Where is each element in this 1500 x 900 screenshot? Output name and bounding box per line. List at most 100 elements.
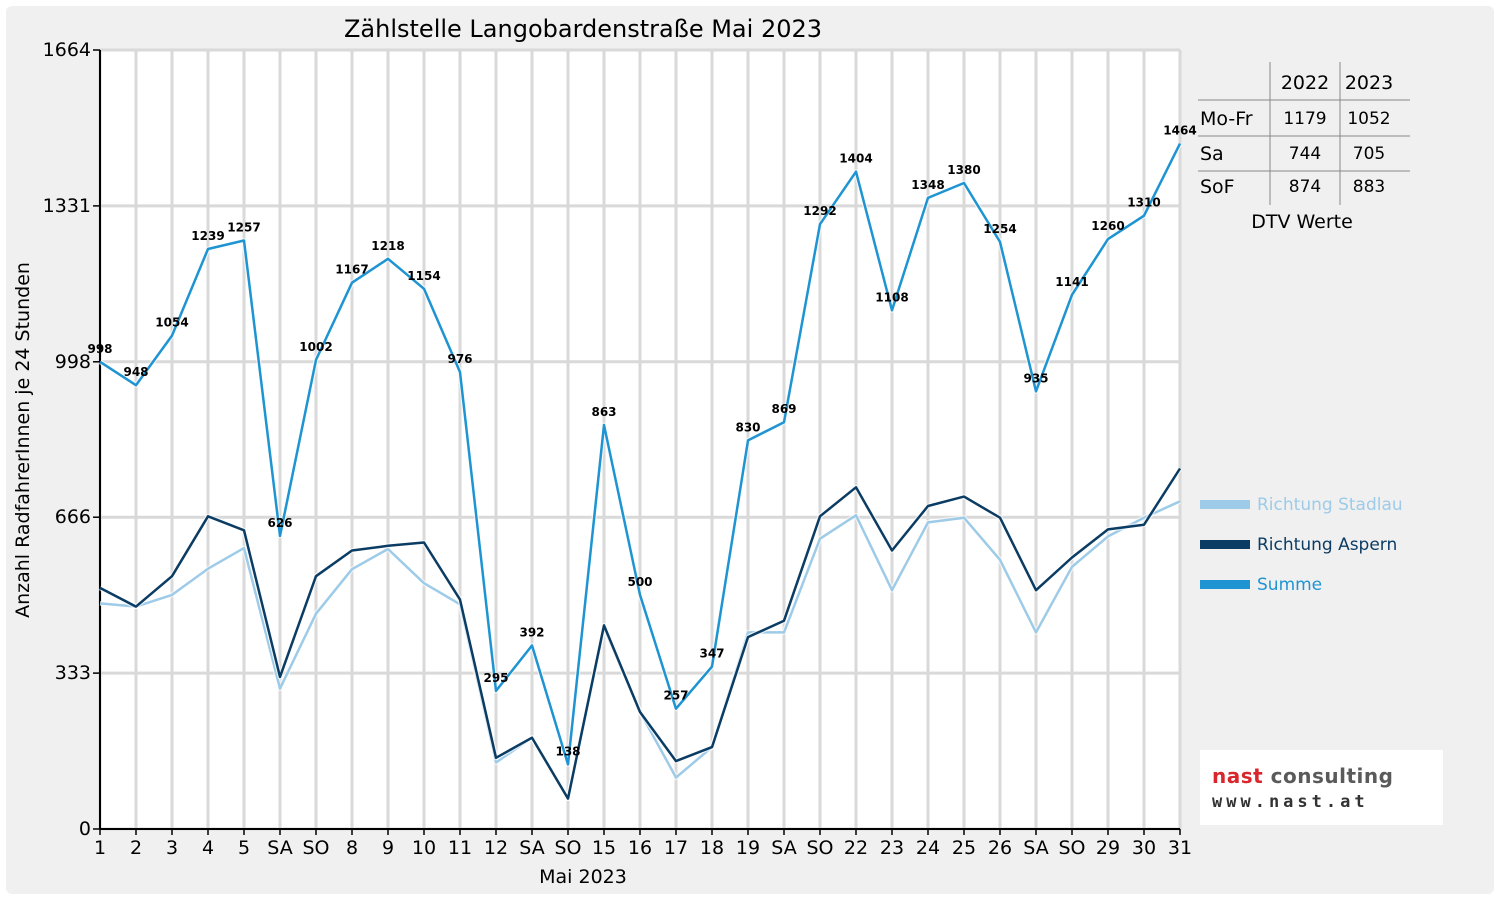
dtv-value: 705	[1353, 144, 1385, 164]
legend-swatch-aspern	[1200, 540, 1250, 549]
legend-swatch-summe	[1200, 580, 1250, 589]
legend-label-stadlau: Richtung Stadlau	[1257, 495, 1403, 515]
data-label: 1310	[1127, 196, 1160, 210]
x-tick-label: 8	[346, 837, 358, 859]
x-tick-label: 23	[880, 837, 904, 859]
x-tick-label: SA	[519, 837, 544, 859]
dtv-row-label: Sa	[1200, 143, 1224, 165]
dtv-value: 1052	[1347, 109, 1390, 129]
x-tick-label: 15	[592, 837, 616, 859]
dtv-row-label: Mo-Fr	[1200, 108, 1253, 130]
legend-swatch-stadlau	[1200, 500, 1250, 509]
chart-title: Zählstelle Langobardenstraße Mai 2023	[344, 15, 822, 43]
data-label: 830	[735, 420, 760, 434]
data-label: 863	[591, 405, 616, 419]
x-tick-label: SO	[806, 837, 833, 859]
y-tick-label: 0	[79, 818, 91, 840]
x-tick-label: 17	[664, 837, 688, 859]
y-tick-label: 998	[55, 351, 91, 373]
x-tick-label: 2	[130, 837, 142, 859]
x-axis-title: Mai 2023	[539, 866, 627, 888]
data-label: 1348	[911, 178, 944, 192]
x-tick-label: 9	[382, 837, 394, 859]
y-axis-title: Anzahl RadfahrerInnen je 24 Stunden	[12, 262, 34, 618]
x-tick-label: 24	[916, 837, 940, 859]
data-label: 1254	[983, 222, 1016, 236]
x-tick-label: SA	[1023, 837, 1048, 859]
data-label: 392	[519, 625, 544, 639]
x-tick-label: 3	[166, 837, 178, 859]
dtv-value: 1179	[1283, 109, 1326, 129]
data-label: 1218	[371, 239, 404, 253]
data-label: 138	[555, 744, 580, 758]
series-line-summe	[99, 143, 1182, 766]
data-label: 295	[483, 671, 508, 685]
x-tick-label: 31	[1168, 837, 1192, 859]
x-tick-label: 10	[412, 837, 436, 859]
dtv-row-label: SoF	[1200, 176, 1235, 198]
series-line-richtung-aspern	[99, 467, 1182, 800]
legend-label-summe: Summe	[1257, 575, 1322, 595]
x-tick-label: 30	[1132, 837, 1156, 859]
nast-logo: nast consulting www.nast.at	[1200, 750, 1443, 825]
dtv-header-2022: 2022	[1281, 72, 1329, 94]
data-label: 1002	[299, 340, 332, 354]
x-tick-label: 26	[988, 837, 1012, 859]
data-label: 1141	[1055, 275, 1088, 289]
y-tick-label: 1331	[43, 195, 91, 217]
data-label: 948	[123, 365, 148, 379]
dtv-table: 2022 2023 Mo-Fr 1179 1052 Sa 744 705 SoF…	[1198, 62, 1410, 233]
logo-url: www.nast.at	[1212, 792, 1369, 812]
x-tick-label: SA	[771, 837, 796, 859]
data-label: 1239	[191, 229, 224, 243]
x-tick-label: SA	[267, 837, 292, 859]
data-label: 1404	[839, 152, 872, 166]
x-tick-label: 11	[448, 837, 472, 859]
x-tick-label: SO	[302, 837, 329, 859]
data-label: 1292	[803, 204, 836, 218]
data-label: 1054	[155, 316, 188, 330]
dtv-value: 874	[1289, 177, 1321, 197]
data-label: 1257	[227, 221, 260, 235]
legend-label-aspern: Richtung Aspern	[1257, 535, 1397, 555]
x-tick-label: SO	[1058, 837, 1085, 859]
x-tick-label: 5	[238, 837, 250, 859]
gridlines	[98, 48, 1182, 831]
data-label: 257	[663, 689, 688, 703]
dtv-caption: DTV Werte	[1251, 211, 1353, 233]
x-tick-label: 12	[484, 837, 508, 859]
dtv-value: 883	[1353, 177, 1385, 197]
y-tick-label: 333	[55, 662, 91, 684]
data-label: 998	[87, 342, 112, 356]
y-tick-label: 1664	[43, 39, 91, 61]
dtv-value: 744	[1289, 144, 1321, 164]
data-label: 347	[699, 647, 724, 661]
data-label: 869	[771, 402, 796, 416]
data-label: 1154	[407, 269, 440, 283]
dtv-header-2023: 2023	[1345, 72, 1393, 94]
series-lines	[98, 142, 1183, 802]
data-label: 1108	[875, 290, 908, 304]
x-tick-label: SO	[554, 837, 581, 859]
data-label: 500	[627, 575, 652, 589]
data-label: 626	[267, 516, 292, 530]
x-tick-label: 19	[736, 837, 760, 859]
data-label: 1464	[1163, 124, 1196, 138]
x-tick-label: 1	[94, 837, 106, 859]
data-label: 1260	[1091, 219, 1124, 233]
data-label: 976	[447, 352, 472, 366]
data-label: 1167	[335, 263, 368, 277]
x-tick-label: 22	[844, 837, 868, 859]
data-label: 1380	[947, 163, 980, 177]
x-tick-label: 4	[202, 837, 214, 859]
data-label: 935	[1023, 371, 1048, 385]
x-tick-label: 25	[952, 837, 976, 859]
y-tick-label: 666	[55, 506, 91, 528]
x-tick-label: 29	[1096, 837, 1120, 859]
x-tick-label: 16	[628, 837, 652, 859]
legend: Richtung Stadlau Richtung Aspern Summe	[1200, 495, 1403, 595]
x-tick-label: 18	[700, 837, 724, 859]
